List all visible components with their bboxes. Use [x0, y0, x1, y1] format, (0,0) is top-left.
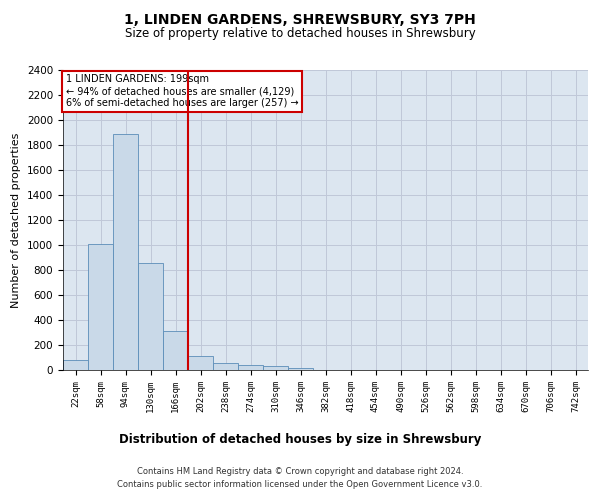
- Bar: [63, 360, 88, 370]
- Text: 1, LINDEN GARDENS, SHREWSBURY, SY3 7PH: 1, LINDEN GARDENS, SHREWSBURY, SY3 7PH: [124, 12, 476, 26]
- Bar: [288, 368, 313, 370]
- Bar: [213, 363, 238, 370]
- Y-axis label: Number of detached properties: Number of detached properties: [11, 132, 22, 308]
- Bar: [138, 262, 163, 370]
- Bar: [188, 356, 213, 370]
- Text: Distribution of detached houses by size in Shrewsbury: Distribution of detached houses by size …: [119, 432, 481, 446]
- Text: Size of property relative to detached houses in Shrewsbury: Size of property relative to detached ho…: [125, 28, 475, 40]
- Text: Contains public sector information licensed under the Open Government Licence v3: Contains public sector information licen…: [118, 480, 482, 489]
- Bar: [238, 365, 263, 370]
- Bar: [263, 366, 288, 370]
- Text: 1 LINDEN GARDENS: 199sqm
← 94% of detached houses are smaller (4,129)
6% of semi: 1 LINDEN GARDENS: 199sqm ← 94% of detach…: [65, 74, 298, 108]
- Bar: [88, 244, 113, 370]
- Bar: [113, 134, 138, 370]
- Bar: [163, 331, 188, 370]
- Text: Contains HM Land Registry data © Crown copyright and database right 2024.: Contains HM Land Registry data © Crown c…: [137, 468, 463, 476]
